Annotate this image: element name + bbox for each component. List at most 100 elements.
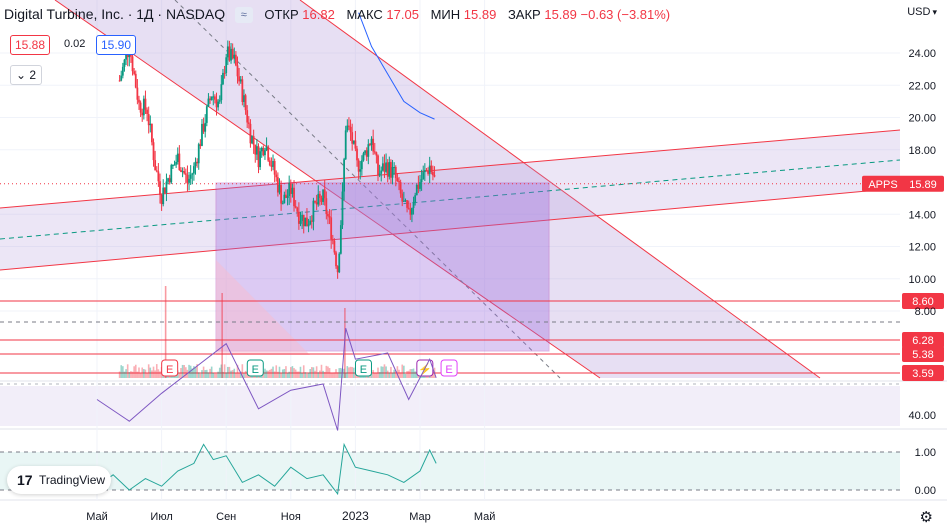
volume-bar <box>228 366 231 378</box>
tradingview-logo[interactable]: 17 TradingView <box>7 466 111 494</box>
volume-bar <box>293 368 295 378</box>
event-marker <box>161 359 179 377</box>
candle-body <box>218 100 221 102</box>
candle-body <box>259 151 262 168</box>
chart-header: Digital Turbine, Inc. · 1Д · NASDAQ ≈ ОТ… <box>4 6 670 23</box>
volume-bar <box>280 373 282 378</box>
candle-body <box>360 160 363 170</box>
candle-body <box>278 184 281 193</box>
candle-body <box>120 75 123 81</box>
gear-icon[interactable]: ⚙ <box>919 509 933 526</box>
volume-bar <box>159 371 161 378</box>
candle-body <box>251 136 253 144</box>
candle-body <box>331 239 334 241</box>
volume-bar <box>314 370 316 378</box>
candle-body <box>220 84 223 101</box>
candle-body <box>199 144 202 146</box>
volume-bar <box>225 372 227 378</box>
price-tag-symbol: APPS <box>868 179 897 191</box>
volume-bar <box>335 369 337 378</box>
shaded-zone <box>216 260 310 355</box>
candle-body <box>285 194 287 198</box>
low-value: 15.89 <box>463 7 497 22</box>
volume-bar <box>386 370 389 378</box>
time-axis-label: Июл <box>150 511 172 523</box>
volume-bar <box>189 365 192 378</box>
volume-bar <box>302 365 305 378</box>
candle-body <box>202 123 205 132</box>
channel-mid-line <box>174 0 561 379</box>
candle-body <box>391 167 394 178</box>
candle-body <box>142 98 145 116</box>
candle-body <box>283 194 286 204</box>
compare-icon[interactable]: ≈ <box>234 7 253 23</box>
volume-bar <box>380 366 383 378</box>
candle-body <box>149 123 152 126</box>
event-marker-label: E <box>360 364 367 376</box>
buy-button[interactable]: 15.90 <box>96 35 137 55</box>
candle-body <box>346 125 349 131</box>
volume-bar <box>372 369 374 378</box>
channel-lower-line <box>299 0 821 379</box>
level-tag-label: 5.38 <box>912 349 933 361</box>
volume-bar <box>193 366 195 378</box>
volume-bar <box>239 371 242 378</box>
volume-bar <box>138 367 140 378</box>
candle-body <box>375 152 378 156</box>
candle-body <box>351 132 354 144</box>
volume-bar <box>411 369 413 378</box>
candle-body <box>354 140 357 149</box>
candle-body <box>404 200 407 202</box>
volume-bar <box>298 371 300 378</box>
price-axis-label: 22.00 <box>908 80 936 92</box>
volume-bar <box>139 373 142 378</box>
volume-bar <box>306 373 308 378</box>
candle-body <box>167 178 169 182</box>
candle-body <box>422 172 425 180</box>
volume-bar <box>136 371 139 378</box>
symbol-title[interactable]: Digital Turbine, Inc. · 1Д · NASDAQ <box>4 6 226 22</box>
close-value: 15.89 <box>544 7 577 22</box>
candle-body <box>181 171 184 173</box>
volume-bar <box>327 366 329 378</box>
currency-selector[interactable]: USD ▾ <box>907 6 937 18</box>
candle-body <box>302 214 305 227</box>
candle-body <box>207 98 210 107</box>
volume-bar <box>191 368 194 378</box>
volume-bar <box>352 367 355 378</box>
level-tag <box>902 293 944 309</box>
collapse-indicators-button[interactable]: ⌄ 2 <box>10 65 42 85</box>
candle-body <box>333 240 336 253</box>
volume-bar <box>141 367 144 378</box>
volume-bar <box>281 369 284 378</box>
candle-body <box>257 146 260 168</box>
candle-body <box>388 162 391 177</box>
time-axis-label: Май <box>474 511 496 523</box>
candle-body <box>399 182 402 194</box>
candle-body <box>226 46 229 58</box>
candle-body <box>380 170 383 174</box>
volume-bar <box>283 369 286 378</box>
candle-body <box>289 183 292 194</box>
candle-body <box>394 167 397 179</box>
high-label: МАКС <box>346 7 383 22</box>
volume-bar <box>120 365 123 378</box>
candle-body <box>165 181 168 193</box>
candle-body <box>154 160 157 171</box>
candle-body <box>270 165 273 167</box>
volume-bar <box>202 366 205 378</box>
candle-body <box>335 252 337 267</box>
candle-body <box>175 161 178 165</box>
rsi-line <box>96 328 437 431</box>
sell-button[interactable]: 15.88 <box>10 35 51 55</box>
volume-bar <box>133 366 135 378</box>
candle-body <box>118 80 121 82</box>
candle-body <box>365 150 368 157</box>
candle-body <box>364 150 366 154</box>
volume-bar <box>199 373 202 378</box>
volume-bar <box>144 369 147 378</box>
candle-body <box>125 53 127 60</box>
volume-bar <box>125 369 127 378</box>
candle-body <box>178 153 181 171</box>
